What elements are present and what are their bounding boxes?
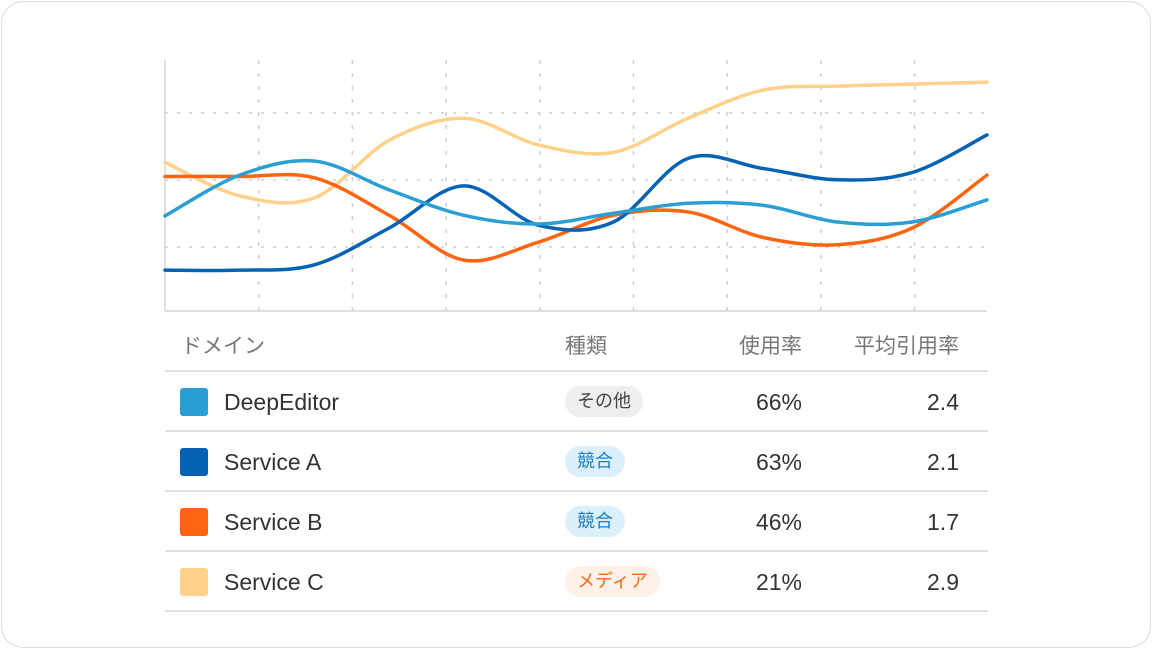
series-line-service-a bbox=[163, 133, 989, 273]
usage-value: 63% bbox=[755, 449, 802, 475]
color-swatch bbox=[180, 568, 208, 596]
usage-value: 21% bbox=[755, 569, 802, 595]
citation-value: 2.4 bbox=[927, 389, 959, 415]
citation-value: 2.1 bbox=[927, 449, 959, 475]
citation-value: 1.7 bbox=[927, 509, 959, 535]
series-line-deepeditor bbox=[163, 158, 989, 227]
table-row: Service A 競合 63% 2.1 bbox=[165, 432, 988, 492]
table-header: ドメイン 種類 使用率 平均引用率 bbox=[165, 326, 988, 372]
table-row: Service C メディア 21% 2.9 bbox=[165, 552, 988, 612]
type-badge: 競合 bbox=[565, 506, 625, 537]
type-badge: メディア bbox=[565, 566, 660, 597]
domain-name: Service C bbox=[224, 569, 324, 595]
header-citation: 平均引用率 bbox=[854, 335, 959, 358]
color-swatch bbox=[180, 508, 208, 536]
domain-name: Service A bbox=[224, 449, 322, 475]
color-swatch bbox=[180, 388, 208, 416]
domain-name: DeepEditor bbox=[224, 389, 340, 415]
citation-value: 2.9 bbox=[927, 569, 959, 595]
type-badge: その他 bbox=[565, 386, 643, 417]
header-usage: 使用率 bbox=[739, 335, 802, 358]
usage-value: 66% bbox=[755, 389, 802, 415]
type-badge: 競合 bbox=[565, 446, 625, 477]
series-line-service-c bbox=[163, 80, 989, 205]
header-type: 種類 bbox=[565, 335, 607, 358]
table-row: DeepEditor その他 66% 2.4 bbox=[165, 372, 988, 432]
table-row: Service B 競合 46% 1.7 bbox=[165, 492, 988, 552]
domain-name: Service B bbox=[224, 509, 323, 535]
series-line-service-b bbox=[163, 172, 989, 263]
usage-value: 46% bbox=[755, 509, 802, 535]
line-chart bbox=[163, 60, 989, 312]
color-swatch bbox=[180, 448, 208, 476]
header-domain: ドメイン bbox=[181, 335, 265, 358]
